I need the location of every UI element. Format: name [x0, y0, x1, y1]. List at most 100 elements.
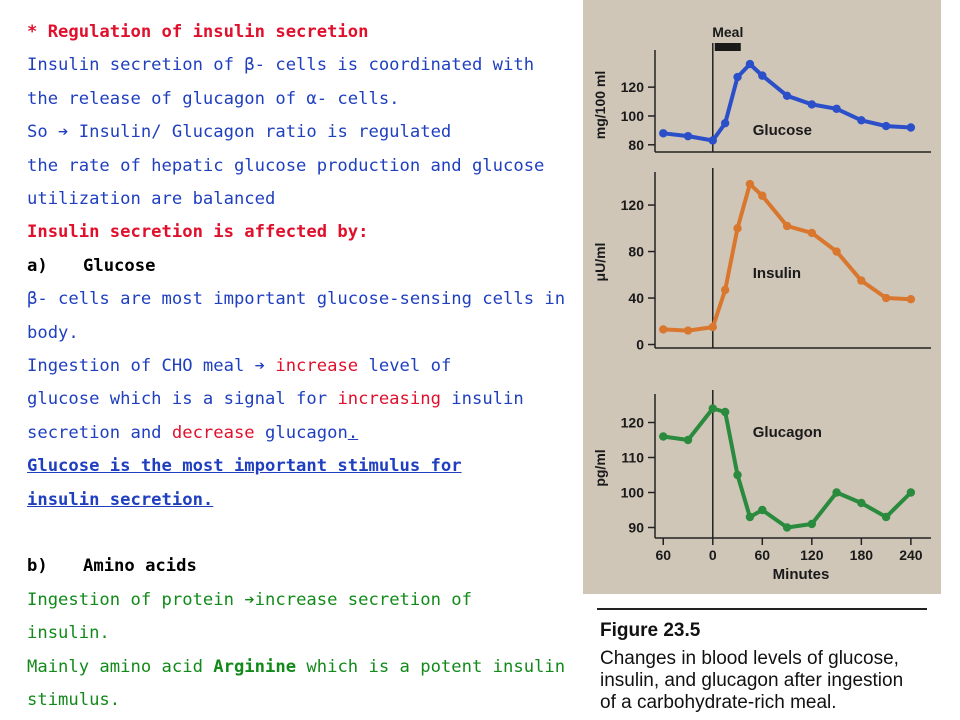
data-point [745, 59, 755, 69]
data-point [708, 322, 717, 332]
data-point [659, 129, 668, 138]
data-point [720, 285, 730, 295]
data-point [881, 293, 891, 303]
emphasis-text: Arginine [213, 656, 297, 677]
paragraph-line: glucose which is a signal for increasing… [27, 383, 557, 416]
text-fragment: Insulin/ Glucagon ratio is regulated [68, 122, 452, 143]
data-point [782, 91, 792, 100]
data-point [906, 294, 916, 304]
data-point [708, 404, 717, 413]
text-fragment: which is a potent insulin [296, 656, 566, 677]
data-point [720, 407, 730, 417]
data-point [720, 118, 730, 128]
text-fragment: . [347, 422, 359, 443]
data-point [881, 121, 891, 131]
y-tick-label: 80 [628, 137, 644, 153]
data-point [782, 221, 792, 231]
data-point [708, 136, 717, 145]
text-fragment: So [27, 122, 59, 143]
slide-text: * Regulation of insulin secretion Insuli… [27, 16, 565, 718]
x-tick-label: 60 [755, 547, 771, 563]
x-tick-label: 180 [850, 547, 874, 563]
data-point [758, 191, 767, 200]
y-tick-label: 100 [621, 485, 645, 501]
data-point [733, 470, 742, 480]
data-point [832, 104, 841, 113]
key-statement: insulin secretion. [27, 489, 214, 510]
text-fragment: Ingestion of protein [27, 589, 245, 610]
paragraph-line: Ingestion of CHO meal ➔ increase level o… [27, 350, 557, 383]
paragraph-line: the rate of hepatic glucose production a… [27, 155, 545, 176]
text-fragment: glucagon [254, 422, 348, 443]
right-arrow-icon: ➔ [244, 589, 255, 610]
y-tick-label: 120 [621, 415, 645, 431]
paragraph-line: stimulus. [27, 690, 121, 711]
x-tick-label: 60 [655, 547, 671, 563]
y-tick-label: 110 [621, 450, 644, 466]
data-point [659, 432, 668, 441]
x-tick-label: 120 [800, 547, 824, 563]
x-axis-label: Minutes [773, 566, 830, 583]
figure-title: Figure 23.5 [600, 620, 701, 641]
y-axis-label: μU/ml [592, 243, 608, 282]
y-axis-label: mg/100 ml [592, 71, 608, 139]
figure-panel: Meal 80 100 120 mg/100 ml Glucose 0 40 80 120 μU/m… [583, 0, 941, 594]
paragraph-line: secretion and decrease glucagon. [27, 417, 557, 450]
data-point [857, 116, 866, 125]
x-tick-label: 240 [899, 547, 923, 563]
data-point [832, 488, 841, 497]
paragraph-line: utilization are balanced [27, 189, 276, 210]
y-tick-label: 0 [636, 337, 644, 353]
section-heading: * Regulation of insulin secretion [27, 22, 369, 42]
data-point [807, 228, 817, 238]
key-statement: Glucose is the most important stimulus f… [27, 456, 462, 477]
y-tick-label: 40 [628, 290, 644, 306]
data-point [906, 488, 916, 497]
highlight-text: increase [265, 356, 359, 377]
data-point [857, 276, 866, 285]
data-point [906, 123, 916, 132]
data-point [659, 325, 668, 334]
series-line-insulin [663, 182, 911, 333]
text-fragment: glucose which is a signal for [27, 389, 338, 410]
text-fragment: increase secretion of [254, 589, 472, 610]
data-point [807, 519, 817, 529]
right-arrow-icon: ➔ [254, 356, 266, 377]
data-point [758, 505, 767, 515]
text-fragment: Ingestion of CHO meal [27, 356, 255, 377]
paragraph-line: So ➔ Insulin/ Glucagon ratio is regulate… [27, 116, 557, 149]
item-label: b) [27, 556, 48, 577]
y-tick-label: 120 [621, 197, 645, 213]
data-point [683, 326, 693, 335]
figure-divider [597, 608, 927, 610]
affected-by-heading: Insulin secretion is affected by: [27, 222, 369, 243]
series-label: Glucagon [753, 424, 822, 441]
item-title: Amino acids [83, 556, 197, 577]
data-point [683, 435, 693, 445]
text-fragment: secretion and [27, 422, 172, 443]
data-point [758, 71, 767, 80]
data-point [683, 131, 693, 141]
paragraph-line: insulin. [27, 623, 110, 644]
y-tick-label: 100 [621, 108, 645, 124]
data-point [881, 512, 891, 522]
paragraph-line: Mainly amino acid Arginine which is a po… [27, 651, 565, 684]
data-point [745, 179, 755, 189]
data-point [733, 72, 742, 82]
data-point [733, 224, 742, 233]
data-point [745, 512, 755, 522]
series-label: Insulin [753, 265, 801, 282]
paragraph-line: Ingestion of protein ➔increase secretion… [27, 584, 557, 617]
text-fragment: level of [358, 356, 452, 377]
series-label: Glucose [753, 122, 812, 139]
item-a-heading: a) Glucose [27, 250, 557, 283]
caption-line: of a carbohydrate-rich meal. [600, 692, 837, 713]
y-axis-label: pg/ml [592, 449, 608, 486]
caption-line: insulin, and glucagon after ingestion [600, 670, 904, 691]
spacer [27, 517, 557, 550]
data-point [782, 523, 792, 532]
data-point [857, 498, 866, 508]
paragraph-line: body. [27, 322, 79, 343]
x-tick-label: 0 [709, 547, 717, 563]
meal-bar [714, 43, 741, 51]
